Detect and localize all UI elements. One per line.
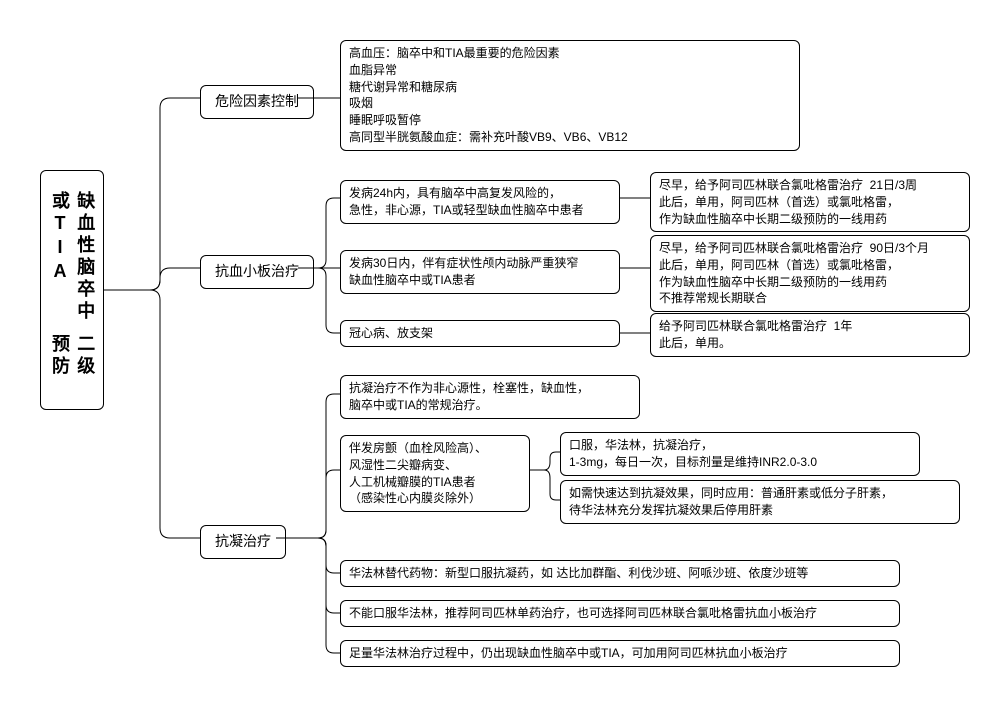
cat2a-r: 尽早，给予阿司匹林联合氯吡格雷治疗 21日/3周 此后，单用，阿司匹林（首选）或… [650, 172, 970, 232]
cat3c-l1: 华法林替代药物：新型口服抗凝药，如 达比加群酯、利伐沙班、阿哌沙班、依度沙班等 [349, 565, 891, 582]
cat3e-l1: 足量华法林治疗过程中，仍出现缺血性脑卒中或TIA，可加用阿司匹林抗血小板治疗 [349, 645, 891, 662]
cat2a: 发病24h内，具有脑卒中高复发风险的， 急性，非心源，TIA或轻型缺血性脑卒中患… [340, 180, 620, 224]
root-node: 缺血性脑卒中或TIA 二级预防 [40, 170, 104, 410]
cat2c-r-l1: 给予阿司匹林联合氯吡格雷治疗 1年 [659, 318, 961, 335]
cat2a-l2: 急性，非心源，TIA或轻型缺血性脑卒中患者 [349, 202, 611, 219]
cat2c-r: 给予阿司匹林联合氯吡格雷治疗 1年 此后，单用。 [650, 313, 970, 357]
cat3b-r2-l2: 待华法林充分发挥抗凝效果后停用肝素 [569, 502, 951, 519]
cat2b-l2: 缺血性脑卒中或TIA患者 [349, 272, 611, 289]
cat3b-l4: （感染性心内膜炎除外） [349, 490, 521, 507]
root-line1: 缺血性脑卒中或TIA [47, 191, 97, 334]
cat1-l6: 高同型半胱氨酸血症：需补充叶酸VB9、VB6、VB12 [349, 129, 791, 146]
cat1-l1: 高血压：脑卒中和TIA最重要的危险因素 [349, 45, 791, 62]
cat2b-r-l2: 此后，单用，阿司匹林（首选）或氯吡格雷， [659, 257, 961, 274]
cat2a-r-l1: 尽早，给予阿司匹林联合氯吡格雷治疗 21日/3周 [659, 177, 961, 194]
cat2c-l1: 冠心病、放支架 [349, 325, 611, 342]
cat2b-r-l3: 作为缺血性脑卒中长期二级预防的一线用药 [659, 274, 961, 291]
cat3b-l3: 人工机械瓣膜的TIA患者 [349, 474, 521, 491]
cat3b-r1-l1: 口服，华法林，抗凝治疗， [569, 437, 911, 454]
cat1-l5: 睡眠呼吸暂停 [349, 112, 791, 129]
cat1-l3: 糖代谢异常和糖尿病 [349, 79, 791, 96]
cat3d-l1: 不能口服华法林，推荐阿司匹林单药治疗，也可选择阿司匹林联合氯吡格雷抗血小板治疗 [349, 605, 891, 622]
cat2b-r-l1: 尽早，给予阿司匹林联合氯吡格雷治疗 90日/3个月 [659, 240, 961, 257]
cat3b: 伴发房颤（血栓风险高）、 风湿性二尖瓣病变、 人工机械瓣膜的TIA患者 （感染性… [340, 435, 530, 512]
cat3c: 华法林替代药物：新型口服抗凝药，如 达比加群酯、利伐沙班、阿哌沙班、依度沙班等 [340, 560, 900, 587]
cat3b-r1-l2: 1-3mg，每日一次，目标剂量是维持INR2.0-3.0 [569, 454, 911, 471]
cat3b-l2: 风湿性二尖瓣病变、 [349, 457, 521, 474]
cat3a: 抗凝治疗不作为非心源性，栓塞性，缺血性， 脑卒中或TIA的常规治疗。 [340, 375, 640, 419]
cat2-label: 抗血小板治疗 [215, 263, 299, 279]
cat3b-r2: 如需快速达到抗凝效果，同时应用：普通肝素或低分子肝素， 待华法林充分发挥抗凝效果… [560, 480, 960, 524]
cat3b-r1: 口服，华法林，抗凝治疗， 1-3mg，每日一次，目标剂量是维持INR2.0-3.… [560, 432, 920, 476]
cat2b-r: 尽早，给予阿司匹林联合氯吡格雷治疗 90日/3个月 此后，单用，阿司匹林（首选）… [650, 235, 970, 312]
cat1-l4: 吸烟 [349, 95, 791, 112]
cat2b-r-l4: 不推荐常规长期联合 [659, 290, 961, 307]
cat1-l2: 血脂异常 [349, 62, 791, 79]
cat2b-l1: 发病30日内，伴有症状性颅内动脉严重狭窄 [349, 255, 611, 272]
cat3a-l1: 抗凝治疗不作为非心源性，栓塞性，缺血性， [349, 380, 631, 397]
cat3d: 不能口服华法林，推荐阿司匹林单药治疗，也可选择阿司匹林联合氯吡格雷抗血小板治疗 [340, 600, 900, 627]
cat-risk-factors: 危险因素控制 [200, 85, 314, 119]
cat2c: 冠心病、放支架 [340, 320, 620, 347]
cat3b-l1: 伴发房颤（血栓风险高）、 [349, 440, 521, 457]
cat-antiplatelet: 抗血小板治疗 [200, 255, 314, 289]
cat2a-l1: 发病24h内，具有脑卒中高复发风险的， [349, 185, 611, 202]
cat2b: 发病30日内，伴有症状性颅内动脉严重狭窄 缺血性脑卒中或TIA患者 [340, 250, 620, 294]
cat3-label: 抗凝治疗 [215, 533, 271, 549]
cat2a-r-l3: 作为缺血性脑卒中长期二级预防的一线用药 [659, 211, 961, 228]
root-line2: 二级预防 [47, 334, 97, 389]
cat3b-r2-l1: 如需快速达到抗凝效果，同时应用：普通肝素或低分子肝素， [569, 485, 951, 502]
cat1-label: 危险因素控制 [215, 93, 299, 109]
cat2a-r-l2: 此后，单用，阿司匹林（首选）或氯吡格雷， [659, 194, 961, 211]
cat1-detail: 高血压：脑卒中和TIA最重要的危险因素 血脂异常 糖代谢异常和糖尿病 吸烟 睡眠… [340, 40, 800, 151]
cat-anticoag: 抗凝治疗 [200, 525, 286, 559]
cat3a-l2: 脑卒中或TIA的常规治疗。 [349, 397, 631, 414]
cat3e: 足量华法林治疗过程中，仍出现缺血性脑卒中或TIA，可加用阿司匹林抗血小板治疗 [340, 640, 900, 667]
cat2c-r-l2: 此后，单用。 [659, 335, 961, 352]
